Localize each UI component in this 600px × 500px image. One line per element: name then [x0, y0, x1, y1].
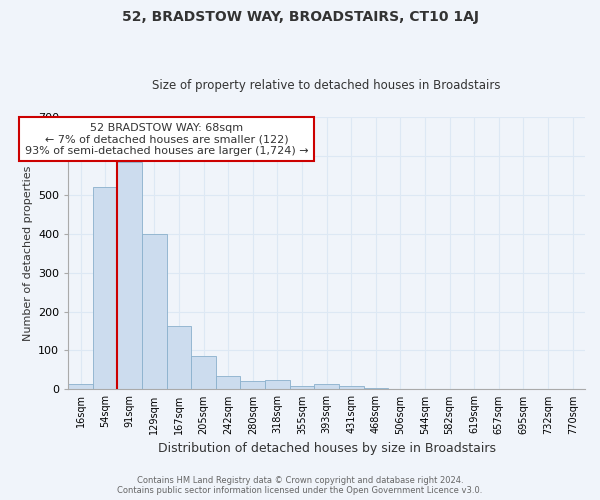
Bar: [290, 386, 314, 390]
X-axis label: Distribution of detached houses by size in Broadstairs: Distribution of detached houses by size …: [158, 442, 496, 455]
Text: Contains HM Land Registry data © Crown copyright and database right 2024.
Contai: Contains HM Land Registry data © Crown c…: [118, 476, 482, 495]
Y-axis label: Number of detached properties: Number of detached properties: [23, 166, 32, 341]
Text: 52, BRADSTOW WAY, BROADSTAIRS, CT10 1AJ: 52, BRADSTOW WAY, BROADSTAIRS, CT10 1AJ: [121, 10, 479, 24]
Bar: [241, 381, 265, 390]
Bar: [265, 380, 290, 390]
Bar: [93, 187, 118, 390]
Bar: [216, 376, 241, 390]
Bar: [339, 386, 364, 390]
Bar: [314, 384, 339, 390]
Text: 52 BRADSTOW WAY: 68sqm
← 7% of detached houses are smaller (122)
93% of semi-det: 52 BRADSTOW WAY: 68sqm ← 7% of detached …: [25, 122, 308, 156]
Bar: [364, 388, 388, 390]
Title: Size of property relative to detached houses in Broadstairs: Size of property relative to detached ho…: [152, 79, 501, 92]
Bar: [68, 384, 93, 390]
Bar: [167, 326, 191, 390]
Bar: [191, 356, 216, 390]
Bar: [142, 234, 167, 390]
Bar: [118, 162, 142, 390]
